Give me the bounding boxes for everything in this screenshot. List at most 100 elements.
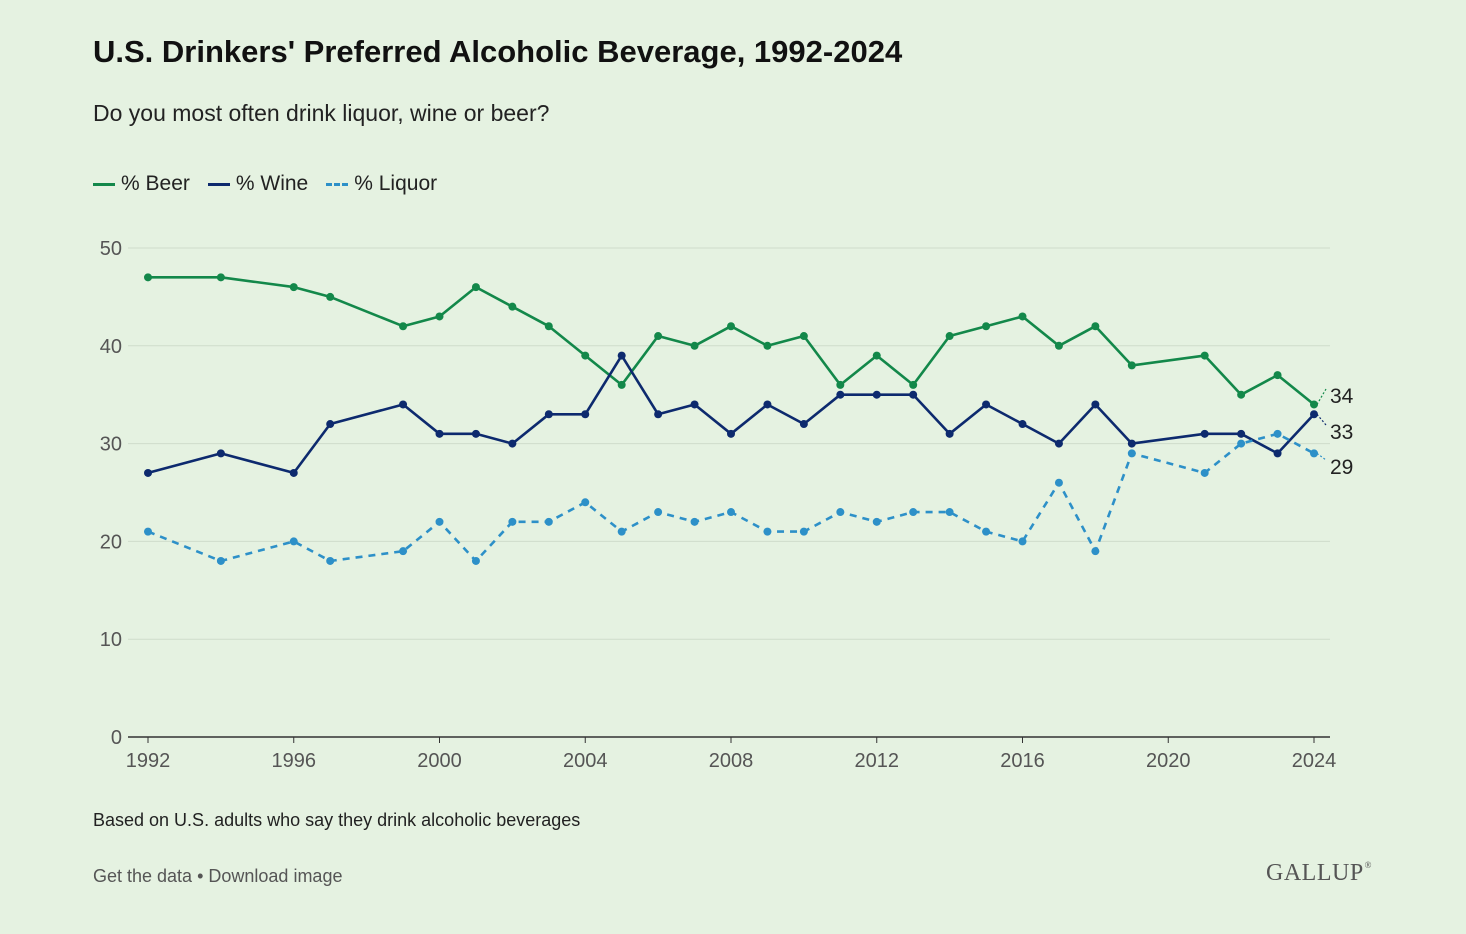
x-tick-label-2000: 2000 [417, 750, 462, 772]
data-point-beer-1994 [216, 273, 225, 282]
end-connector-wine [1316, 413, 1327, 426]
data-point-beer-2009 [763, 341, 772, 350]
data-point-wine-2003 [544, 410, 553, 419]
legend-item-beer: % Beer [93, 172, 190, 196]
data-point-liquor-2015 [982, 527, 991, 536]
legend-item-wine: % Wine [207, 172, 308, 196]
data-point-beer-2019 [1127, 361, 1136, 370]
line-chart: 0 10 20 30 40 50 1992 1996 2000 2004 2008 2012 2016 2… [100, 238, 1354, 772]
legend-item-liquor: % Liquor [326, 172, 437, 196]
data-point-liquor-2022 [1237, 439, 1246, 448]
data-point-wine-2022 [1237, 429, 1246, 438]
data-point-beer-2022 [1237, 390, 1246, 399]
y-tick-label-0: 0 [111, 727, 122, 749]
tick-layer: 0 10 20 30 40 50 1992 1996 2000 2004 2008 2012 2016 2… [100, 238, 1337, 772]
data-point-liquor-2011 [836, 508, 845, 517]
data-point-beer-1992 [144, 273, 152, 282]
data-point-beer-2021 [1200, 351, 1209, 360]
data-point-wine-2010 [799, 420, 808, 429]
series-line-wine [147, 354, 1315, 475]
get-data-link[interactable]: Get the data [93, 866, 193, 886]
legend-label-liquor: % Liquor [354, 172, 438, 195]
data-point-wine-2021 [1200, 429, 1209, 438]
data-point-liquor-2004 [581, 498, 590, 507]
data-point-beer-2012 [872, 351, 881, 360]
data-point-beer-2010 [799, 332, 808, 341]
y-tick-label-10: 10 [100, 629, 122, 651]
data-point-liquor-1997 [326, 556, 335, 565]
data-point-beer-2011 [836, 380, 845, 389]
data-point-liquor-2002 [508, 517, 517, 526]
x-tick-label-2008: 2008 [709, 750, 754, 772]
data-point-wine-2017 [1054, 439, 1063, 448]
data-point-wine-2002 [508, 439, 517, 448]
data-point-beer-2014 [945, 332, 954, 341]
data-point-wine-2015 [982, 400, 991, 409]
data-point-wine-2004 [581, 410, 590, 419]
data-point-wine-2001 [471, 429, 480, 438]
data-point-beer-1999 [399, 322, 408, 331]
series-line-liquor [147, 432, 1315, 563]
y-tick-label-40: 40 [100, 336, 122, 358]
data-point-wine-1996 [289, 468, 298, 477]
x-tick-label-2016: 2016 [1000, 750, 1045, 772]
y-tick-label-30: 30 [100, 434, 122, 456]
end-connector-liquor [1316, 452, 1327, 461]
data-point-liquor-2007 [690, 517, 699, 526]
legend-swatch-beer [93, 182, 115, 186]
footer-separator: • [197, 866, 204, 886]
data-point-liquor-2018 [1091, 547, 1100, 556]
data-point-liquor-2019 [1127, 449, 1136, 458]
data-point-wine-2014 [945, 429, 954, 438]
data-point-liquor-2009 [763, 527, 772, 536]
legend: % Beer % Wine % Liquor [93, 172, 437, 196]
data-point-wine-1997 [326, 420, 335, 429]
x-tick-label-2004: 2004 [563, 750, 608, 772]
x-tick-label-2012: 2012 [855, 750, 900, 772]
gallup-logo-text: GALLUP [1266, 860, 1364, 886]
data-point-beer-2006 [654, 332, 663, 341]
x-tick-label-1992: 1992 [126, 750, 171, 772]
data-point-liquor-2000 [435, 517, 444, 526]
data-point-beer-2023 [1273, 371, 1282, 380]
legend-swatch-liquor [326, 182, 349, 186]
data-point-wine-2013 [909, 390, 918, 399]
data-point-liquor-2008 [727, 508, 735, 517]
data-point-liquor-2005 [617, 527, 626, 536]
data-point-beer-2024 [1310, 400, 1318, 409]
data-point-beer-2005 [617, 380, 626, 389]
registered-mark: ® [1364, 860, 1373, 870]
data-point-wine-2000 [435, 429, 444, 438]
download-image-link[interactable]: Download image [208, 866, 343, 886]
end-label-liquor: 29 [1330, 456, 1353, 479]
x-tick-label-2020: 2020 [1146, 750, 1191, 772]
data-point-beer-2002 [508, 302, 517, 311]
data-point-beer-2007 [690, 341, 699, 350]
chart-note: Based on U.S. adults who say they drink … [93, 810, 581, 830]
data-point-liquor-1996 [289, 537, 298, 546]
x-tick-label-1996: 1996 [272, 750, 317, 772]
data-point-beer-2001 [471, 283, 480, 292]
x-tick-label-2024: 2024 [1292, 750, 1337, 772]
end-connector-beer [1316, 388, 1327, 405]
data-point-wine-1992 [144, 468, 152, 477]
data-point-beer-2015 [982, 322, 991, 331]
footer-links: Get the data • Download image [93, 866, 342, 887]
data-point-liquor-2021 [1200, 468, 1209, 477]
chart-title: U.S. Drinkers' Preferred Alcoholic Bever… [93, 34, 903, 69]
data-point-liquor-2024 [1310, 449, 1318, 458]
data-point-wine-2023 [1273, 449, 1282, 458]
data-point-wine-2006 [654, 410, 663, 419]
data-point-beer-2008 [727, 322, 735, 331]
legend-swatch-wine [207, 182, 230, 186]
end-label-wine: 33 [1330, 421, 1353, 444]
gallup-logo: GALLUP® [1266, 860, 1372, 887]
data-point-wine-2005 [617, 351, 626, 360]
series-beer [144, 273, 1318, 409]
y-tick-label-50: 50 [100, 238, 122, 260]
data-point-wine-2007 [690, 400, 699, 409]
data-point-liquor-1992 [144, 527, 152, 536]
end-label-beer: 34 [1330, 385, 1354, 408]
data-point-beer-1997 [326, 292, 335, 301]
data-point-wine-2008 [727, 429, 735, 438]
